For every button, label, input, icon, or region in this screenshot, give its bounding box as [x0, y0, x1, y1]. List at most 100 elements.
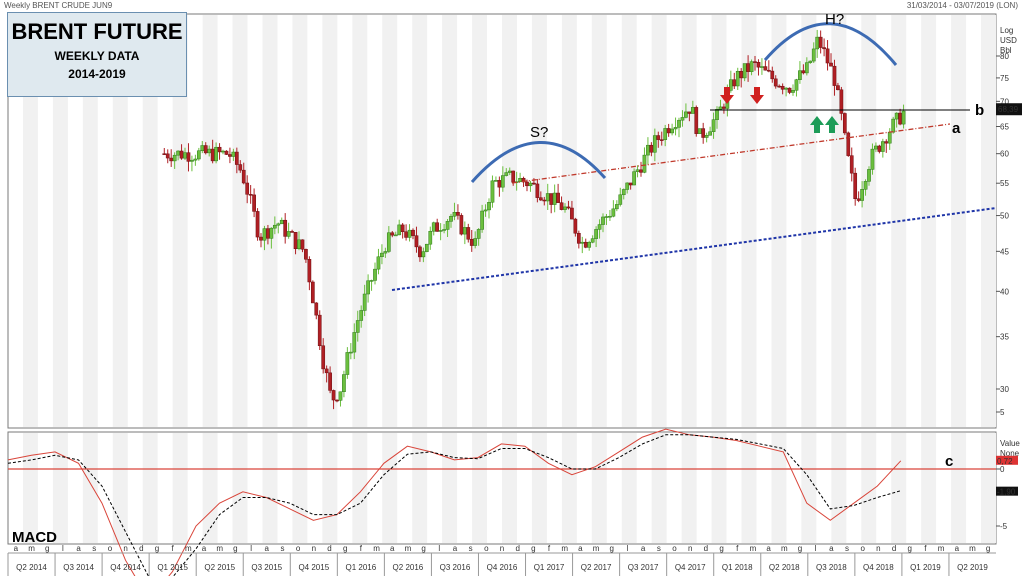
candle	[438, 230, 443, 232]
annotation-a: a	[952, 120, 961, 137]
macd-tick-label: 0	[1000, 465, 1005, 474]
candle	[404, 231, 408, 238]
candle	[176, 150, 180, 156]
candle	[739, 70, 744, 79]
month-label: g	[986, 544, 990, 553]
month-label: o	[860, 544, 865, 553]
candle	[424, 243, 429, 252]
candle	[221, 150, 225, 153]
candle	[587, 241, 592, 248]
month-label: a	[766, 544, 771, 553]
candle	[863, 181, 868, 190]
candle	[766, 69, 771, 72]
candle	[390, 232, 395, 236]
candle	[666, 128, 671, 134]
candle	[880, 141, 885, 152]
candle	[646, 144, 650, 156]
candle	[898, 112, 902, 125]
candle	[836, 85, 840, 91]
candle	[507, 170, 512, 173]
month-band	[531, 433, 547, 543]
candle	[580, 241, 585, 244]
month-label: n	[123, 544, 127, 553]
annotation-c: c	[945, 453, 953, 470]
month-label: s	[280, 544, 284, 553]
candle	[483, 209, 488, 212]
candle	[563, 206, 567, 210]
candle	[887, 131, 892, 144]
candle	[190, 159, 194, 162]
candle	[673, 127, 678, 130]
candle	[894, 112, 899, 120]
candle	[183, 152, 187, 159]
candle	[753, 61, 757, 63]
last-price-tag	[996, 103, 1022, 116]
quarter-label: Q4 2017	[675, 563, 706, 572]
candle	[670, 128, 674, 134]
month-band	[412, 15, 428, 427]
month-label: f	[548, 544, 551, 553]
macd-axis-header: Value	[1000, 439, 1020, 448]
candle	[473, 238, 478, 246]
candle	[815, 36, 820, 50]
month-band	[292, 15, 308, 427]
month-band	[262, 433, 278, 543]
candle	[901, 110, 906, 125]
month-band	[172, 433, 188, 543]
candle	[801, 70, 806, 74]
candle	[414, 235, 419, 248]
candle	[431, 222, 436, 232]
month-band	[681, 433, 697, 543]
month-band	[292, 433, 308, 543]
price-tick-label: 50	[1000, 212, 1009, 221]
candle	[297, 239, 301, 250]
candle	[777, 85, 782, 88]
quarter-label: Q4 2016	[487, 563, 518, 572]
candle	[442, 229, 446, 231]
candle	[590, 238, 595, 243]
candle	[611, 208, 616, 217]
candle	[217, 146, 222, 153]
annotation-b: b	[975, 102, 984, 119]
month-label: d	[327, 544, 331, 553]
candle	[798, 70, 802, 80]
month-band	[112, 15, 128, 427]
month-label: g	[908, 544, 912, 553]
month-band	[472, 433, 488, 543]
month-label: f	[736, 544, 739, 553]
candle	[832, 65, 837, 86]
candle	[228, 154, 232, 157]
month-band	[442, 433, 458, 543]
quarter-label: Q2 2018	[769, 563, 800, 572]
candle	[846, 132, 851, 156]
month-label: a	[202, 544, 207, 553]
candle	[352, 332, 357, 353]
month-label: m	[750, 544, 757, 553]
candle	[760, 66, 764, 68]
candle	[649, 144, 654, 153]
price-tick-label: 40	[1000, 287, 1009, 296]
quarter-label: Q4 2014	[110, 563, 141, 572]
candle	[362, 293, 367, 311]
month-band	[472, 15, 488, 427]
month-label: m	[216, 544, 223, 553]
month-label: d	[139, 544, 143, 553]
candle	[193, 158, 198, 161]
candle	[784, 87, 788, 90]
month-band	[681, 15, 697, 427]
candle	[266, 228, 270, 239]
macd-tick-label: -5	[1000, 522, 1008, 531]
candle	[456, 212, 460, 216]
candle	[411, 229, 415, 236]
chart-title: BRENT FUTURE	[11, 19, 183, 44]
month-band	[142, 15, 158, 427]
candle	[732, 79, 737, 87]
macd-value-tag	[996, 455, 1018, 465]
date-range-label: 31/03/2014 - 03/07/2019 (LON)	[906, 1, 1018, 10]
macd-value-label: 0,72	[997, 457, 1013, 466]
chart-period: 2014-2019	[68, 67, 126, 81]
month-band	[322, 15, 338, 427]
candle	[210, 148, 215, 162]
candle	[397, 224, 402, 236]
